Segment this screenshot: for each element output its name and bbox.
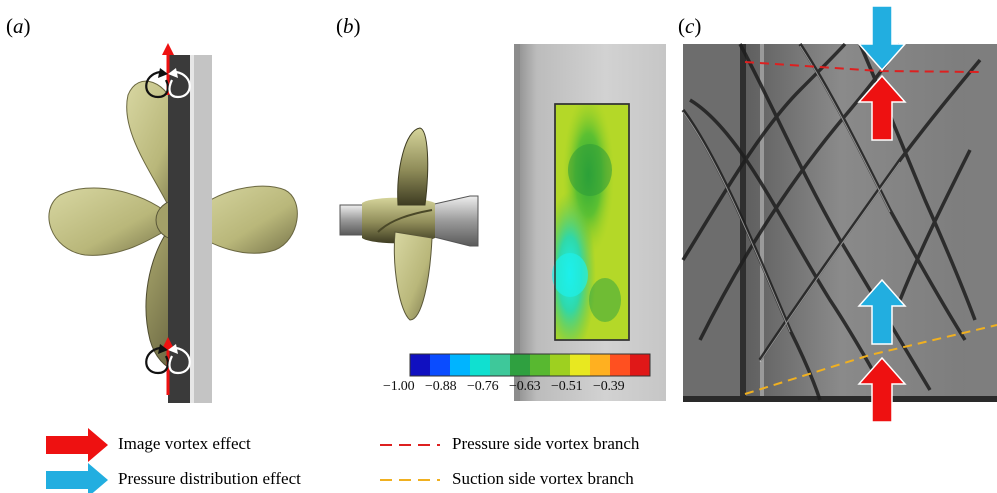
colorbar-segment bbox=[630, 354, 651, 376]
arrow-blue-top bbox=[857, 5, 907, 72]
up-arrow-blue-icon bbox=[857, 278, 907, 345]
colorbar-frame bbox=[409, 353, 651, 377]
colorbar-segment bbox=[550, 354, 571, 376]
blade-side-top bbox=[397, 127, 429, 206]
panel-a-propeller bbox=[48, 55, 298, 403]
panel-c-letter: c bbox=[685, 14, 695, 38]
suction-side-branch-line bbox=[744, 324, 997, 395]
pressure-contour bbox=[552, 103, 630, 341]
colorbar-tick: −0.51 bbox=[551, 379, 583, 394]
rotation-arrow-white-icon bbox=[168, 70, 191, 99]
shaft-right bbox=[429, 195, 479, 247]
down-arrow-blue-icon bbox=[857, 5, 907, 72]
wall-light bbox=[190, 55, 212, 403]
colorbar-segment bbox=[430, 354, 451, 376]
bottom-vortex-markers bbox=[145, 337, 191, 395]
panel-label-b: (b) bbox=[336, 14, 361, 38]
colorbar-tick: −0.63 bbox=[509, 379, 541, 394]
colorbar-segment bbox=[610, 354, 631, 376]
blade-right bbox=[189, 185, 298, 254]
arrow-blue-bottom bbox=[857, 278, 907, 345]
legend-image-vortex-label: Image vortex effect bbox=[118, 434, 251, 453]
top-vortex-markers bbox=[145, 43, 191, 99]
arrow-red-top bbox=[857, 74, 907, 141]
up-arrow-red-icon bbox=[857, 74, 907, 141]
colorbar bbox=[410, 354, 651, 376]
legend-pressure-distribution-label: Pressure distribution effect bbox=[118, 469, 301, 488]
up-arrow-icon bbox=[162, 337, 174, 349]
pressure-side-branch-line bbox=[744, 61, 981, 73]
up-arrow-icon bbox=[162, 43, 174, 55]
panel-label-a: (a) bbox=[6, 14, 31, 38]
legend bbox=[46, 428, 440, 493]
colorbar-segment bbox=[450, 354, 471, 376]
colorbar-segment bbox=[470, 354, 491, 376]
panel-b-letter: b bbox=[343, 14, 354, 38]
colorbar-tick: −1.00 bbox=[383, 379, 415, 394]
panel-c-photo bbox=[681, 42, 997, 402]
colorbar-tick: −0.76 bbox=[467, 379, 499, 394]
colorbar-segment bbox=[570, 354, 591, 376]
rotation-arrow-black-icon bbox=[145, 346, 169, 375]
legend-suction-side-label: Suction side vortex branch bbox=[452, 469, 634, 488]
blade-left bbox=[48, 187, 171, 256]
panel-b-propeller bbox=[339, 127, 479, 321]
wall-dark bbox=[168, 55, 190, 403]
panel-a-letter: a bbox=[13, 14, 24, 38]
hub-side bbox=[362, 197, 435, 244]
rotation-arrow-black-icon bbox=[145, 70, 169, 99]
blade-side-bottom bbox=[393, 231, 433, 321]
legend-red-arrow-icon bbox=[46, 428, 108, 462]
legend-blue-arrow-icon bbox=[46, 463, 108, 493]
colorbar-tick: −0.39 bbox=[593, 379, 625, 394]
colorbar-segment bbox=[490, 354, 511, 376]
arrow-red-bottom bbox=[857, 356, 907, 423]
rotation-arrow-white-icon bbox=[168, 346, 191, 375]
up-arrow-red-icon bbox=[857, 356, 907, 423]
colorbar-segment bbox=[530, 354, 551, 376]
colorbar-segment bbox=[510, 354, 531, 376]
panel-label-c: (c) bbox=[678, 14, 702, 38]
legend-pressure-side-label: Pressure side vortex branch bbox=[452, 434, 640, 453]
colorbar-tick: −0.88 bbox=[425, 379, 457, 394]
colorbar-segment bbox=[590, 354, 611, 376]
colorbar-segment bbox=[410, 354, 431, 376]
